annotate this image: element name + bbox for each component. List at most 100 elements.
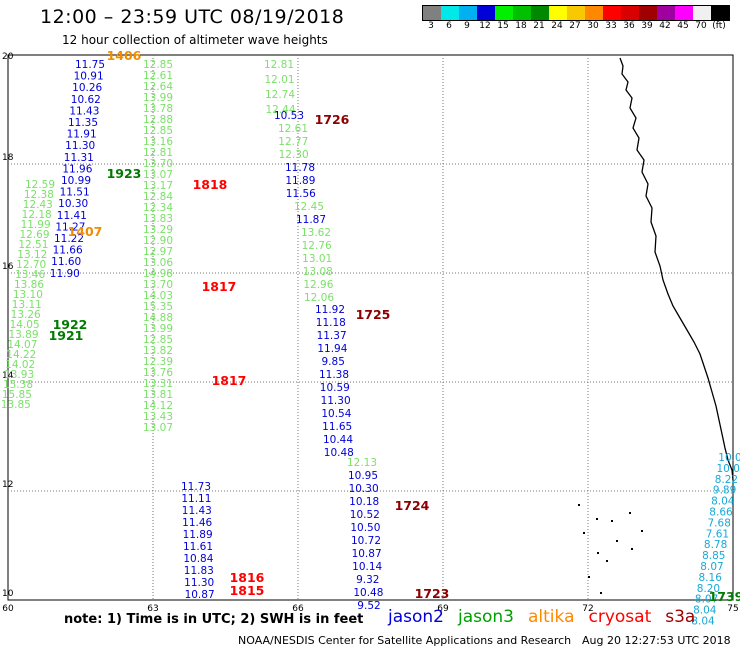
swh-value: 14.22 [6, 349, 36, 361]
swh-value: 12.90 [143, 235, 173, 247]
swh-value: 11.75 [75, 59, 105, 71]
lat-tick-label: 20 [2, 52, 14, 62]
swh-value: 12.01 [264, 74, 294, 86]
swh-value: 10.0 [717, 463, 740, 475]
swh-value: 9.89 [713, 485, 736, 497]
swh-value: 13.83 [143, 213, 173, 225]
swh-value: 8.04 [693, 605, 717, 617]
swh-value: 12.59 [25, 179, 55, 191]
swh-value: 12.06 [304, 292, 334, 304]
swh-value: 8.04 [711, 496, 735, 508]
scale-label: 24 [551, 21, 563, 31]
pass-time-label: 1923 [107, 166, 142, 181]
swh-value: 11.99 [21, 219, 51, 231]
swh-value: 12.77 [278, 136, 308, 148]
swh-value: 12.51 [18, 239, 48, 251]
pass-time-label: 1406 [107, 48, 142, 63]
pass-time-label: 1817 [212, 373, 247, 388]
island-marker [578, 504, 580, 506]
swh-value: 8.20 [697, 583, 720, 595]
swh-value: 10.91 [74, 71, 104, 83]
swh-value: 13.46 [15, 269, 45, 281]
swh-value: 10.54 [321, 408, 351, 420]
lon-tick-label: 60 [2, 604, 14, 614]
swh-value: 14.88 [143, 312, 173, 324]
swh-value: 8.07 [700, 561, 723, 573]
swh-value: 10.48 [324, 447, 354, 459]
swh-value: 13.11 [12, 299, 42, 311]
swh-value: 13.31 [143, 378, 173, 390]
swh-value: 11.66 [53, 245, 83, 257]
swh-value: 13.26 [11, 309, 41, 321]
swh-value: 11.30 [65, 140, 95, 152]
swh-value: 11.43 [69, 105, 99, 117]
scale-label: 9 [464, 21, 470, 31]
swh-value: 13.81 [143, 389, 173, 401]
swh-value: 11.18 [316, 317, 346, 329]
pass-time-label: 1816 [230, 570, 265, 585]
swh-value: 12.13 [347, 457, 377, 469]
swh-value: 11.51 [60, 187, 90, 199]
swh-value: 11.87 [296, 214, 326, 226]
swh-value: 10.30 [58, 198, 88, 210]
swh-value: 12.81 [143, 147, 173, 159]
swh-value: 7.61 [706, 528, 729, 540]
swh-value: 12.61 [278, 123, 308, 135]
swh-value: 12.84 [143, 191, 173, 203]
swh-value: 11.92 [315, 304, 345, 316]
swh-value: 12.69 [19, 229, 49, 241]
swh-value: 12.45 [294, 201, 324, 213]
satellite-legend: jason2 jason3 altika cryosat s3a [388, 607, 695, 627]
scale-label: 45 [677, 21, 689, 31]
scale-swatch [675, 6, 693, 20]
footer-note: note: 1) Time is in UTC; 2) SWH is in fe… [64, 612, 364, 627]
swh-value: 11.27 [55, 221, 85, 233]
swh-value: 12.74 [265, 89, 295, 101]
swh-value: 7.68 [708, 517, 731, 529]
lon-tick-label: 75 [727, 604, 738, 614]
scale-label: 21 [533, 21, 545, 31]
swh-value: 10.62 [71, 94, 101, 106]
map-frame [7, 54, 734, 601]
swh-value: 10.48 [353, 587, 383, 599]
swh-value: 13.86 [14, 279, 44, 291]
swh-value: 11.43 [182, 505, 212, 517]
scale-swatch [711, 6, 729, 20]
swh-value: 9.52 [357, 600, 380, 612]
scale-label: 30 [587, 21, 599, 31]
swh-value: 14.07 [7, 339, 37, 351]
swh-value: 11.46 [182, 517, 212, 529]
scale-swatch [657, 6, 675, 20]
swh-value: 11.30 [321, 395, 351, 407]
swh-value: 12.85 [143, 334, 173, 346]
swh-value: 13.89 [8, 329, 38, 341]
swh-value: 12.76 [302, 240, 332, 252]
scale-label: 18 [515, 21, 527, 31]
swh-value: 12.34 [143, 202, 173, 214]
swh-value: 10.0 [718, 452, 740, 464]
swh-value: 15.38 [3, 379, 33, 391]
scale-swatch [639, 6, 657, 20]
swh-value: 13.62 [301, 227, 331, 239]
swh-value: 13.17 [143, 180, 173, 192]
pass-time-label: 1724 [395, 498, 430, 513]
swh-value: 8.07 [695, 594, 718, 606]
swh-value: 13.76 [143, 367, 173, 379]
swh-value: 9.85 [322, 356, 345, 368]
swh-value: 10.44 [323, 434, 353, 446]
swh-value: 11.94 [317, 343, 347, 355]
swh-value: 11.30 [184, 577, 214, 589]
scale-label: 12 [479, 21, 491, 31]
lon-tick-label: 66 [292, 604, 304, 614]
swh-value: 11.61 [183, 541, 213, 553]
island-marker [600, 592, 602, 594]
legend-entry-altika: altika [528, 607, 575, 627]
swh-value: 10.52 [350, 509, 380, 521]
coastline [619, 57, 734, 481]
swh-value: 8.66 [709, 507, 733, 519]
swh-value: 12.18 [22, 209, 52, 221]
pass-time-label: 1726 [315, 112, 350, 127]
swh-value: 13.82 [143, 345, 173, 357]
swh-value: 10.50 [350, 522, 380, 534]
scale-swatch [531, 6, 549, 20]
